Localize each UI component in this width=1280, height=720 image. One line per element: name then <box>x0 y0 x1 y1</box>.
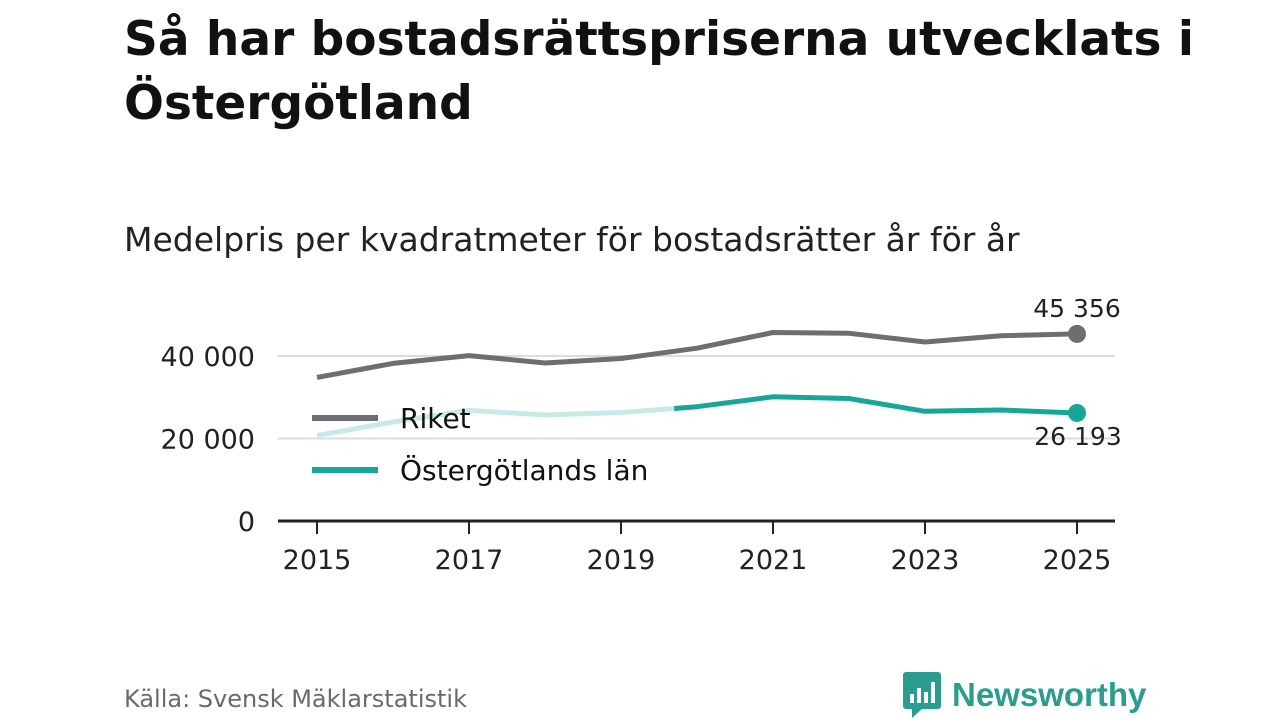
x-tick-label: 2017 <box>435 545 504 576</box>
brand-logo: Newsworthy <box>902 670 1146 720</box>
x-tick-label: 2025 <box>1043 545 1112 576</box>
bar-chart-speech-bubble-icon <box>903 672 941 718</box>
series-end-point <box>1068 324 1086 343</box>
series-end-point <box>1068 403 1086 422</box>
series-end-label: 26 193 <box>1034 422 1121 451</box>
x-tick-label: 2015 <box>283 545 352 576</box>
brand-name: Newsworthy <box>952 676 1147 713</box>
x-tick-label: 2019 <box>587 545 656 576</box>
legend-label: Östergötlands län <box>400 453 648 487</box>
series-line <box>674 394 1078 416</box>
chart-subtitle: Medelpris per kvadratmeter för bostadsrä… <box>124 220 1020 259</box>
x-tick-label: 2023 <box>891 545 960 576</box>
series-line-faded <box>316 406 675 439</box>
y-tick-label: 0 <box>238 507 255 538</box>
chart-title: Så har bostadsrättspriserna utvecklats i… <box>124 12 1194 131</box>
series-end-label: 45 356 <box>1033 294 1120 323</box>
series-line <box>316 330 1078 380</box>
x-tick-label: 2021 <box>739 545 808 576</box>
y-tick-label: 20 000 <box>161 425 255 456</box>
source-note: Källa: Svensk Mäklarstatistik <box>124 685 467 713</box>
y-tick-label: 40 000 <box>161 342 255 373</box>
legend-label: Riket <box>400 402 471 435</box>
